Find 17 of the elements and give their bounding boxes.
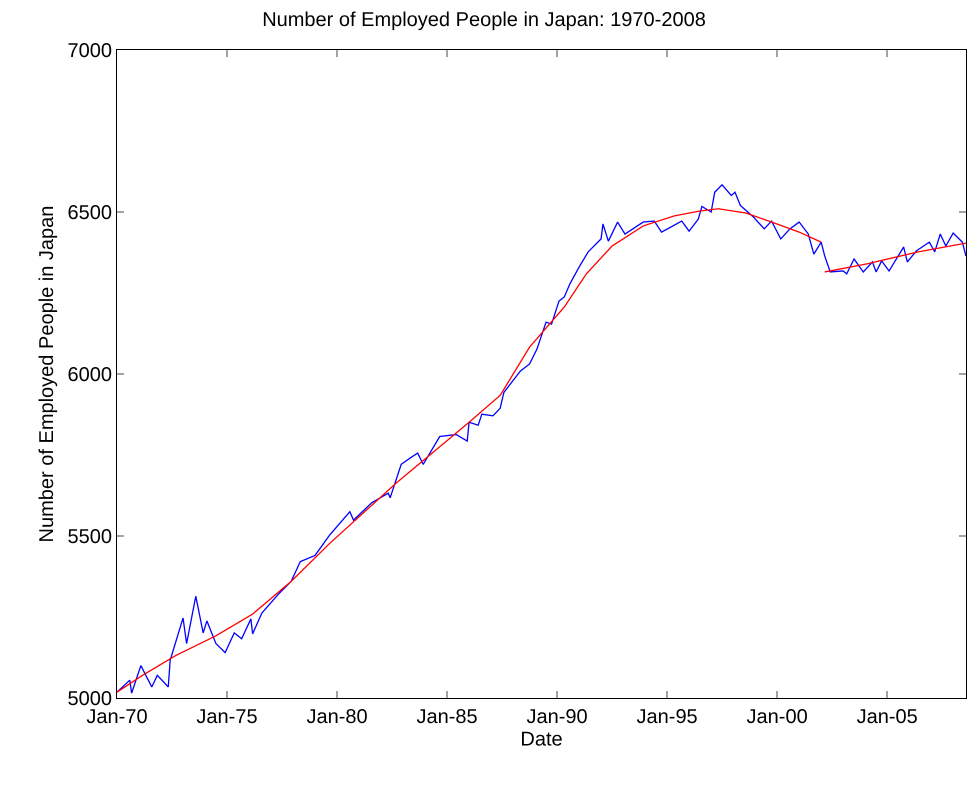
x-tick-label: Jan-00: [746, 706, 808, 728]
y-axis-title: Number of Employed People in Japan: [36, 206, 58, 542]
y-tick-label: 5500: [68, 526, 112, 548]
x-tick-label: Jan-75: [196, 706, 258, 728]
chart-title: Number of Employed People in Japan: 1970-2008: [262, 8, 706, 31]
line-series: [824, 242, 966, 273]
y-tick-label: 6500: [68, 202, 112, 224]
y-tick-label: 7000: [68, 40, 112, 62]
x-axis-title: Date: [520, 728, 563, 750]
y-tick-label: 6000: [68, 364, 112, 386]
x-tick-label: Jan-80: [306, 706, 368, 728]
x-tick-label: Jan-95: [636, 706, 698, 728]
line-series: [117, 184, 966, 694]
x-tick-label: Jan-85: [416, 706, 478, 728]
x-tick-label: Jan-05: [856, 706, 918, 728]
x-tick-label: Jan-90: [526, 706, 588, 728]
line-series: [117, 208, 822, 693]
